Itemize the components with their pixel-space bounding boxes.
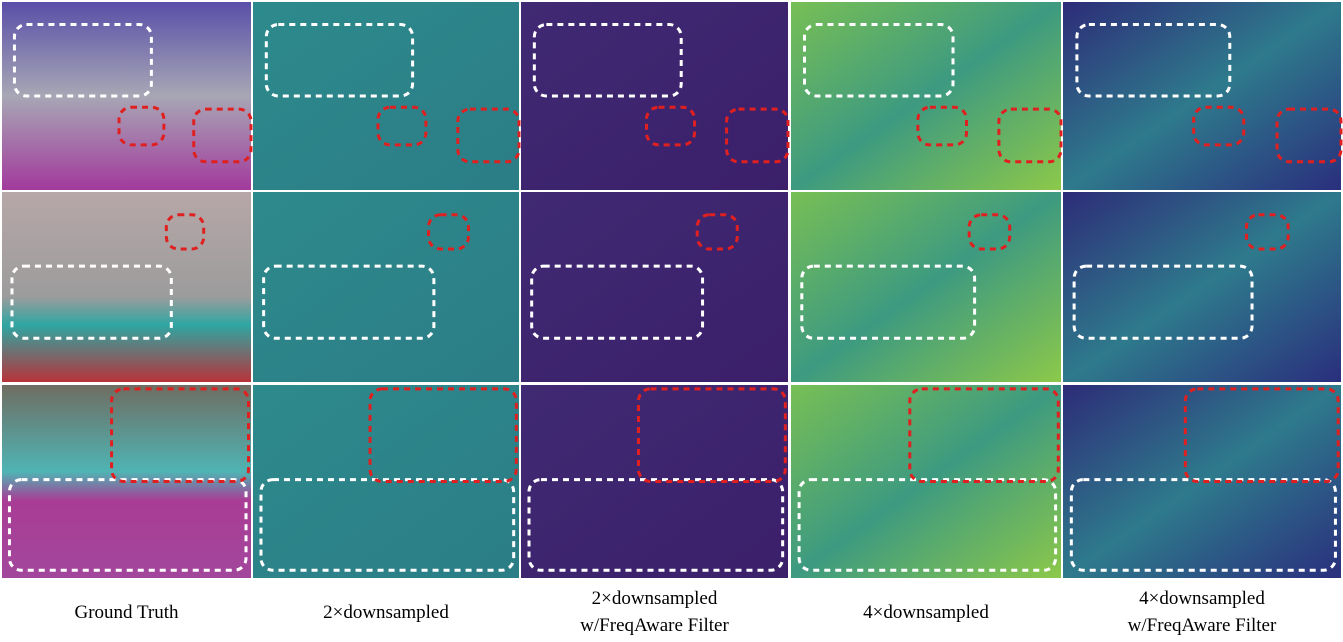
feature-map bbox=[791, 192, 1061, 382]
feature-map bbox=[1063, 192, 1341, 382]
caption: 2×downsampled bbox=[323, 602, 449, 623]
figure: Ground Truth 2×downsampled 2×downsampled w/… bbox=[0, 0, 1343, 642]
feature-map bbox=[1063, 385, 1341, 578]
caption: Ground Truth bbox=[75, 602, 179, 623]
caption: w/FreqAware Filter bbox=[1128, 615, 1277, 636]
caption: 2×downsampled bbox=[592, 588, 718, 609]
caption: 4×downsampled bbox=[863, 602, 989, 623]
feature-map bbox=[2, 385, 251, 578]
caption: w/FreqAware Filter bbox=[580, 615, 729, 636]
page: {"figure": {"captions": [ {"lines": ["Gr… bbox=[0, 0, 1343, 642]
caption: 4×downsampled bbox=[1139, 588, 1265, 609]
feature-map bbox=[2, 192, 251, 382]
feature-map bbox=[521, 192, 788, 382]
feature-map bbox=[253, 192, 519, 382]
